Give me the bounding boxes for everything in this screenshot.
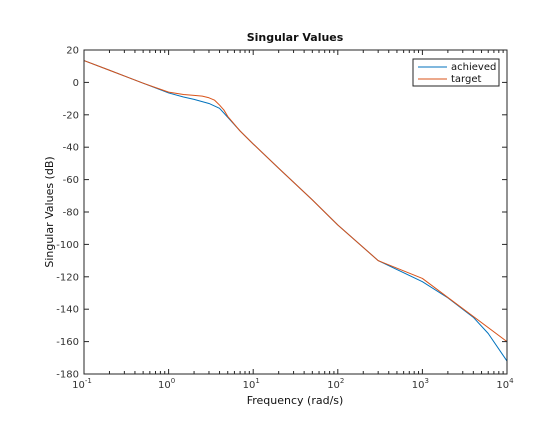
series-line-target bbox=[83, 60, 508, 343]
legend-label-target: target bbox=[451, 74, 481, 85]
legend-box bbox=[412, 58, 500, 87]
x-tick-label: 10-1 bbox=[72, 377, 92, 391]
y-tick-label: 0 bbox=[73, 78, 79, 89]
y-tick-label: -180 bbox=[56, 370, 79, 381]
y-tick-label: 20 bbox=[66, 46, 79, 57]
y-tick-label: -160 bbox=[56, 337, 79, 348]
x-tick-label: 103 bbox=[412, 377, 429, 391]
y-tick-label: -40 bbox=[63, 143, 79, 154]
plot-area bbox=[84, 50, 507, 374]
legend-label-achieved: achieved bbox=[451, 62, 496, 73]
y-tick-label: -100 bbox=[56, 240, 79, 251]
series-layer bbox=[83, 60, 508, 362]
x-tick-labels: 10-1 100 101 102 103 104 bbox=[72, 377, 514, 391]
y-tick-label: -120 bbox=[56, 272, 79, 283]
x-tick-label: 104 bbox=[496, 377, 514, 391]
legend: achieved target bbox=[412, 58, 500, 87]
x-axis-label: Frequency (rad/s) bbox=[247, 394, 344, 407]
x-tick-label: 102 bbox=[327, 377, 344, 391]
ticks-layer bbox=[83, 49, 508, 375]
y-tick-label: -80 bbox=[63, 208, 79, 219]
y-tick-label: -140 bbox=[56, 305, 79, 316]
y-tick-label: -60 bbox=[63, 175, 79, 186]
y-tick-labels: 20 0 -20 -40 -60 -80 -100 -120 -140 -160 -180 bbox=[56, 46, 79, 381]
y-axis-label: Singular Values (dB) bbox=[43, 156, 56, 267]
x-tick-label: 100 bbox=[158, 377, 175, 391]
chart-title: Singular Values bbox=[247, 31, 344, 44]
y-tick-label: -20 bbox=[63, 110, 79, 121]
x-tick-label: 101 bbox=[243, 377, 260, 391]
